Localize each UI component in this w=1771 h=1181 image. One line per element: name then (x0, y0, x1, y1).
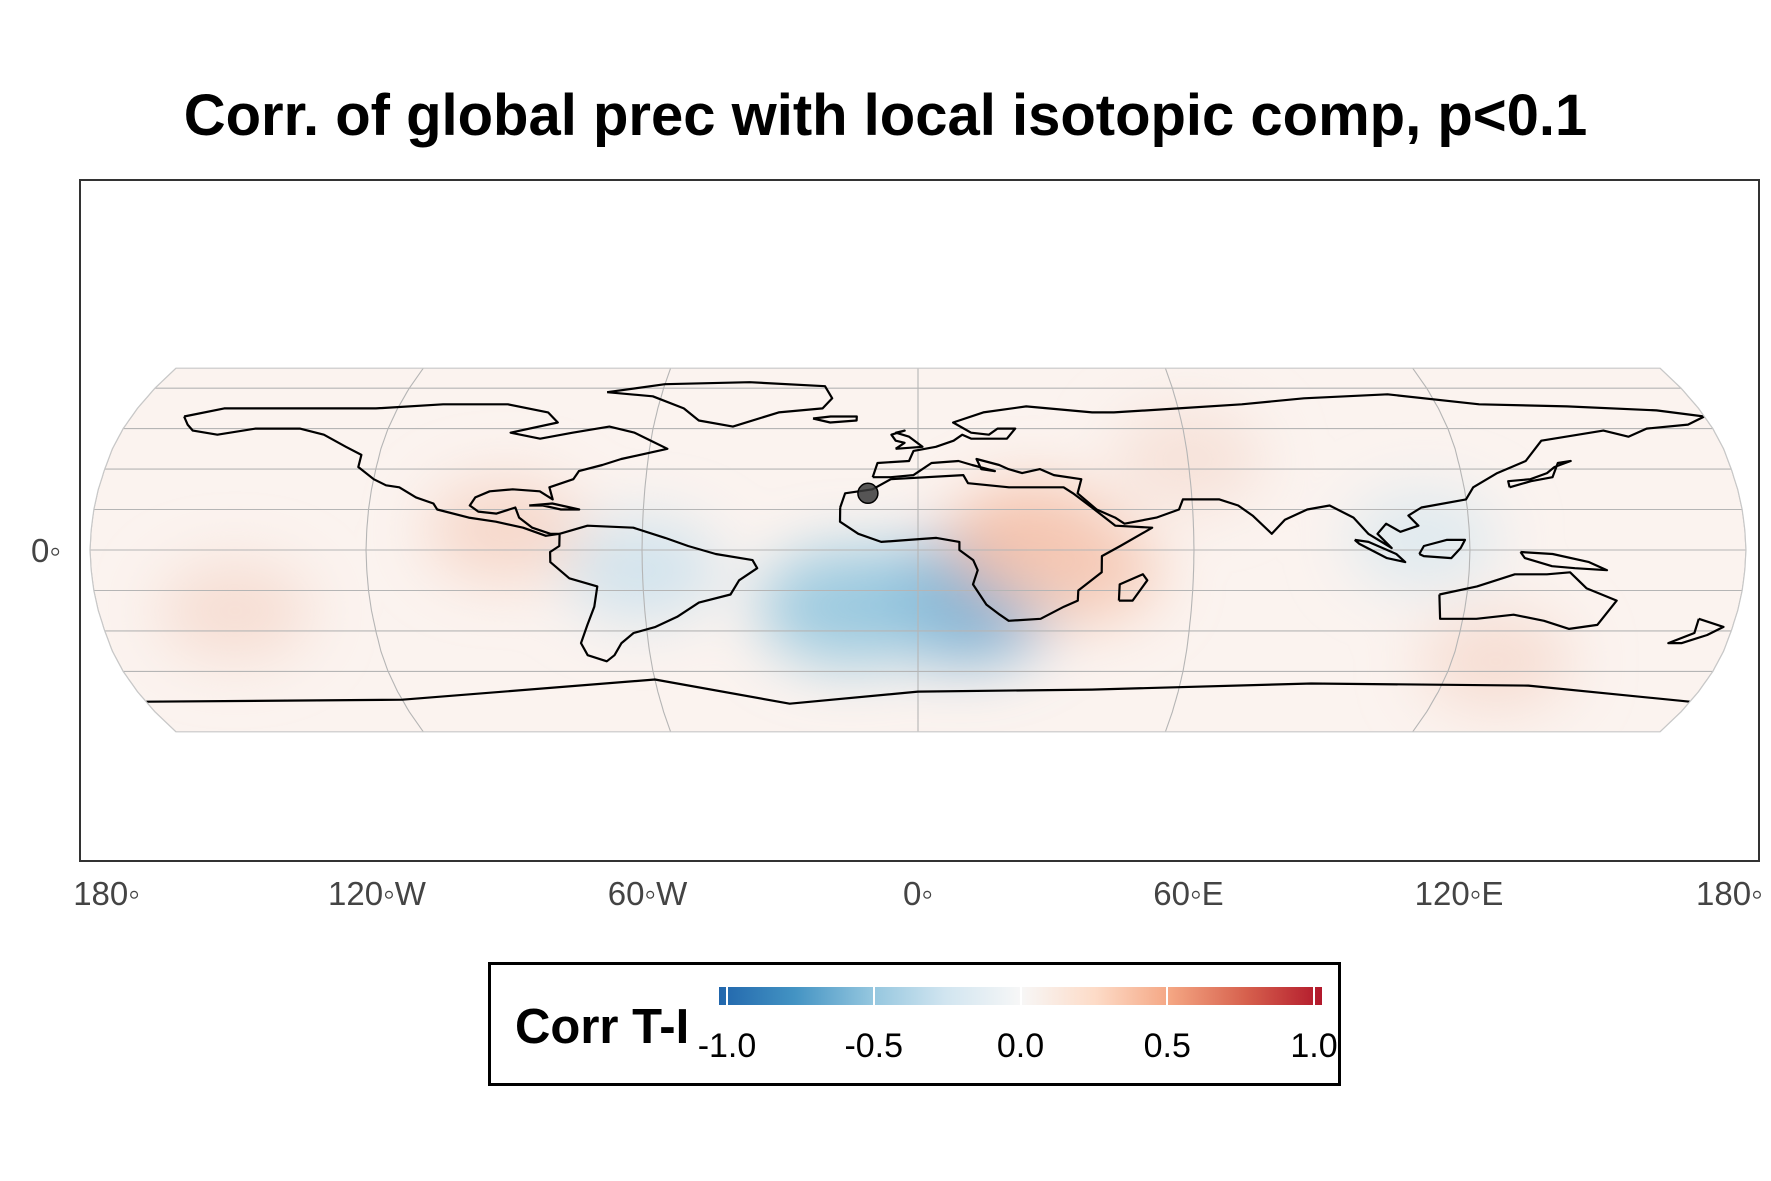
coastline-new-zealand (1667, 617, 1725, 645)
field-region (996, 517, 1161, 624)
x-tick-label: 180◦ (1696, 875, 1763, 912)
field-region (157, 560, 312, 661)
legend-tick-mark (1019, 987, 1022, 1005)
x-tick-label: 60◦E (1153, 875, 1223, 912)
legend-tick-label: -0.5 (844, 1027, 904, 1065)
x-axis-ticks: 180◦ 120◦W 60◦W 0◦ 60◦E 120◦E 180◦ (73, 875, 1763, 912)
coastline-antarctica (146, 678, 1690, 705)
coastline-new-guinea (1519, 550, 1609, 572)
coastline-british-isles (890, 429, 924, 450)
map-frame (79, 179, 1760, 862)
field-region (1347, 490, 1500, 589)
coastline-japan (1507, 459, 1572, 489)
coastline-north-america (183, 403, 669, 537)
x-tick-label: 60◦W (608, 875, 688, 912)
x-tick-label: 0◦ (903, 875, 933, 912)
y-tick-label: 0◦ (31, 532, 61, 569)
globe-outline (89, 367, 1747, 733)
x-tick-label: 120◦W (328, 875, 427, 912)
legend-tick-label: -1.0 (697, 1027, 757, 1065)
x-tick-label: 120◦E (1415, 875, 1504, 912)
colorbar (719, 987, 1322, 1005)
legend-tick-mark (872, 987, 875, 1005)
field-region (1419, 611, 1573, 712)
coastline-australia (1438, 571, 1618, 630)
legend-title: Corr T-I (515, 1000, 690, 1054)
x-tick-label: 180◦ (73, 875, 140, 912)
coastline-cuba (529, 502, 581, 511)
legend-tick-mark (1166, 987, 1169, 1005)
site-marker (857, 482, 879, 505)
coastline-south-america (549, 524, 759, 663)
field-region (758, 547, 941, 666)
map-title: Corr. of global prec with local isotopic… (183, 83, 1588, 148)
coastline-sumatra (1353, 538, 1407, 564)
coastlines (146, 381, 1725, 705)
field-region (425, 478, 584, 581)
coastline-madagascar (1117, 573, 1149, 602)
legend-tick-mark (726, 987, 728, 1005)
coastline-borneo (1418, 538, 1467, 560)
legend-tick-label: 0.5 (1143, 1027, 1191, 1065)
y-axis-ticks: 0◦ (31, 532, 61, 569)
coastline-eurasia (871, 393, 1706, 550)
legend-tick-mark (1313, 987, 1315, 1005)
legend-tick-label: 0.0 (996, 1027, 1045, 1065)
coastline-africa (838, 474, 1154, 622)
legend-tick-label: 1.0 (1290, 1027, 1338, 1065)
coastline-greenland (606, 381, 834, 428)
colorbar-legend: Corr T-I -1.0 -0.5 0.0 0.5 1.0 (488, 962, 1341, 1086)
coastline-iceland (812, 415, 858, 424)
